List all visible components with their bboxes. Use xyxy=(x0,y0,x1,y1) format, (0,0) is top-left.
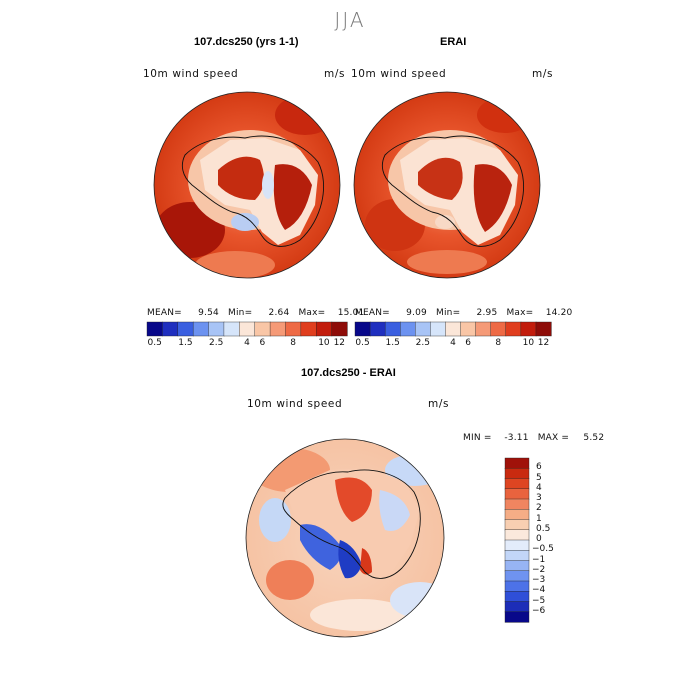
panel3-colorbar-ticks: 6 5 4 3 2 1 0.5 0 −0.5 −1 −2 −3 −4 −5 −6 xyxy=(532,458,572,622)
panel1-min-label: Min= xyxy=(228,308,253,318)
panel2-variable-label: 10m wind speed xyxy=(351,68,447,80)
panel1-colorbar-tick-label: 1.5 xyxy=(178,338,193,348)
panel3-colorbar-tick-label: 5 xyxy=(536,472,542,483)
panel3-colorbar-tick-label: −2 xyxy=(532,564,546,575)
panel1-max-label: Max= xyxy=(298,308,326,318)
panel2-colorbar xyxy=(354,321,552,337)
panel3-colorbar-swatch xyxy=(504,591,530,603)
panel2-colorbar-tick-label: 4 xyxy=(450,338,456,348)
panel1-stats: MEAN= 9.54 Min= 2.64 Max= 15.01 xyxy=(147,308,364,318)
panel2-colorbar-tick-label: 10 xyxy=(522,338,535,348)
panel1-colorbar-tick-label: 8 xyxy=(290,338,296,348)
panel3-colorbar-swatch xyxy=(504,519,530,531)
panel3-colorbar-swatch xyxy=(504,478,530,490)
panel1-units-label: m/s xyxy=(324,68,346,80)
panel2-colorbar-ticks: 0.5 1.5 2.5 4 6 8 10 12 xyxy=(355,338,551,350)
panel3-colorbar-tick-label: −0.5 xyxy=(532,544,554,555)
panel1-colorbar-tick-label: 0.5 xyxy=(147,338,162,348)
panel1-colorbar-swatch xyxy=(331,321,348,337)
panel3-max-label: MAX = xyxy=(537,433,570,443)
panel2-min-label: Min= xyxy=(436,308,461,318)
panel3-colorbar-swatch xyxy=(504,529,530,541)
panel3-colorbar xyxy=(504,457,530,623)
panel1-min-value: 2.64 xyxy=(268,308,290,318)
panel2-colorbar-tick-label: 0.5 xyxy=(355,338,370,348)
panel1-colorbar-ticks: 0.5 1.5 2.5 4 6 8 10 12 xyxy=(147,338,347,350)
panel3-colorbar-swatch xyxy=(504,580,530,592)
panel1-mean-value: 9.54 xyxy=(198,308,219,318)
panel3-colorbar-tick-label: −5 xyxy=(532,595,546,606)
panel2-colorbar-tick-label: 6 xyxy=(465,338,471,348)
panel1-colorbar xyxy=(146,321,348,337)
panel1-colorbar-tick-label: 12 xyxy=(333,338,346,348)
panel3-colorbar-swatch xyxy=(504,560,530,572)
panel3-units-label: m/s xyxy=(428,398,450,410)
panel3-colorbar-swatch xyxy=(504,539,530,551)
panel1-title: 107.dcs250 (yrs 1-1) xyxy=(194,36,299,48)
panel3-colorbar-tick-label: −6 xyxy=(532,605,546,616)
panel2-title: ERAI xyxy=(440,36,467,48)
panel3-colorbar-tick-label: 6 xyxy=(536,462,542,473)
panel3-colorbar-swatch xyxy=(504,468,530,480)
panel3-colorbar-tick-label: 0 xyxy=(536,534,542,544)
panel2-mean-value: 9.09 xyxy=(406,308,427,318)
panel2-colorbar-tick-label: 12 xyxy=(537,338,550,348)
panel3-colorbar-swatch xyxy=(504,509,530,521)
panel1-colorbar-tick-label: 2.5 xyxy=(209,338,224,348)
panel2-units-label: m/s xyxy=(532,68,554,80)
panel2-colorbar-swatch xyxy=(535,321,552,337)
panel3-colorbar-tick-label: 1 xyxy=(536,513,542,524)
panel3-colorbar-tick-label: 0.5 xyxy=(536,523,551,534)
panel3-colorbar-tick-label: 2 xyxy=(536,503,542,514)
panel3-max-value: 5.52 xyxy=(583,433,605,443)
panel1-colorbar-tick-label: 6 xyxy=(259,338,266,348)
panel3-colorbar-tick-label: −4 xyxy=(532,585,546,596)
panel3-colorbar-tick-label: 4 xyxy=(536,482,542,493)
panel1-variable-label: 10m wind speed xyxy=(143,68,239,80)
panel3-colorbar-swatch xyxy=(504,550,530,562)
panel3-colorbar-tick-label: 3 xyxy=(536,493,542,503)
panel2-colorbar-tick-label: 8 xyxy=(495,338,502,348)
panel3-colorbar-swatch xyxy=(504,457,530,469)
panel3-colorbar-tick-label: −3 xyxy=(532,575,546,585)
panel3-colorbar-swatch xyxy=(504,601,530,613)
panel3-stats: MIN = -3.11 MAX = 5.52 xyxy=(463,433,604,443)
panel1-max-value: 15.01 xyxy=(337,308,365,318)
season-title: JJA xyxy=(334,8,366,32)
panel2-colorbar-tick-label: 1.5 xyxy=(385,338,400,348)
panel3-colorbar-swatch xyxy=(504,611,530,623)
panel3-colorbar-swatch xyxy=(504,498,530,510)
panel2-stats: MEAN= 9.09 Min= 2.95 Max= 14.20 xyxy=(355,308,572,318)
panel1-mean-label: MEAN= xyxy=(147,308,182,318)
panel2-max-value: 14.20 xyxy=(545,308,573,318)
panel3-variable-label: 10m wind speed xyxy=(247,398,343,410)
panel2-max-label: Max= xyxy=(506,308,534,318)
panel3-title: 107.dcs250 - ERAI xyxy=(301,367,396,379)
panel1-colorbar-tick-label: 4 xyxy=(244,338,250,348)
panel2-min-value: 2.95 xyxy=(476,308,498,318)
panel3-colorbar-swatch xyxy=(504,570,530,582)
panel2-colorbar-tick-label: 2.5 xyxy=(415,338,430,348)
panel1-colorbar-tick-label: 10 xyxy=(318,338,330,348)
panel2-mean-label: MEAN= xyxy=(355,308,390,318)
panel3-colorbar-swatch xyxy=(504,488,530,500)
panel3-min-label: MIN = xyxy=(463,433,492,443)
panel3-min-value: -3.11 xyxy=(504,433,529,443)
panel3-colorbar-tick-label: −1 xyxy=(532,554,546,565)
